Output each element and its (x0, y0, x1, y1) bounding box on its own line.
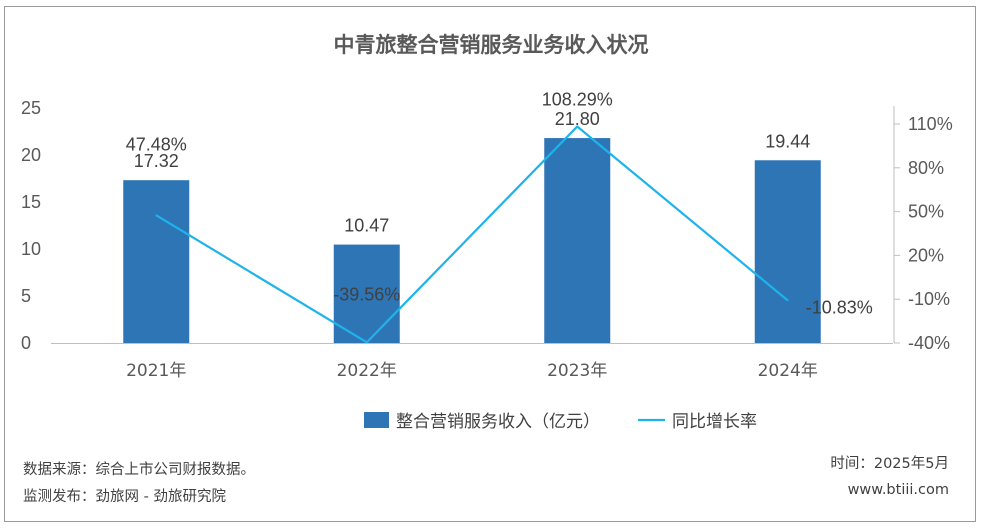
left-axis-tick-label: 10 (21, 239, 41, 259)
legend-bar-swatch (364, 412, 389, 428)
bar-2024年 (754, 160, 821, 343)
left-axis-tick-label: 0 (21, 333, 31, 353)
bar-2023年 (544, 138, 611, 343)
growth-rate-line (155, 125, 789, 344)
growth-rate-value-label: 47.48% (126, 134, 187, 154)
x-axis-tick-label: 2022年 (337, 361, 397, 381)
bar-2022年 (333, 244, 400, 343)
legend: 整合营销服务收入（亿元） 同比增长率 (364, 412, 757, 432)
growth-rate-point (365, 341, 368, 344)
data-labels: 17.32 10.47 21.80 19.44 47.48% -39.56% 108.29%… (126, 89, 873, 317)
bar-value-label: 19.44 (765, 131, 810, 151)
bar-series (123, 138, 821, 343)
website-note: www.btiii.com (848, 482, 949, 498)
left-y-axis: 0 5 10 15 20 25 (21, 98, 41, 353)
x-axis-tick-label: 2024年 (758, 361, 818, 381)
chart-canvas: 中青旅整合营销服务业务收入状况 0 5 10 15 20 25 -40% -10% 20% 50… (21, 33, 953, 505)
x-axis-tick-label: 2021年 (126, 361, 186, 381)
source-note: 数据来源：综合上市公司财报数据。 (23, 461, 255, 478)
bar-value-label: 10.47 (344, 216, 389, 236)
monitor-note: 监测发布：劲旅网 - 劲旅研究院 (23, 488, 226, 505)
chart-frame: 中青旅整合营销服务业务收入状况 0 5 10 15 20 25 -40% -10% 20% 50… (4, 6, 976, 522)
right-axis-tick-label: 20% (908, 245, 944, 265)
x-axis: 2021年 2022年 2023年 2024年 (51, 343, 893, 381)
right-axis-tick-label: 80% (908, 158, 944, 178)
bar-value-label: 21.80 (555, 109, 600, 129)
legend-bar-label: 整合营销服务收入（亿元） (396, 412, 600, 432)
bar-2021年 (123, 180, 190, 343)
left-axis-tick-label: 25 (21, 98, 41, 118)
growth-rate-value-label: 108.29% (542, 89, 613, 109)
growth-rate-value-label: -10.83% (806, 297, 873, 317)
right-axis-tick-label: 110% (908, 114, 953, 134)
line-series (155, 125, 789, 344)
growth-rate-point (576, 125, 579, 128)
x-axis-tick-label: 2023年 (547, 361, 607, 381)
left-axis-tick-label: 5 (21, 286, 31, 306)
time-note: 时间：2025年5月 (830, 455, 949, 472)
right-axis-tick-label: 50% (908, 202, 944, 222)
growth-rate-point (155, 214, 158, 217)
left-axis-tick-label: 20 (21, 145, 41, 165)
chart-title: 中青旅整合营销服务业务收入状况 (334, 33, 649, 57)
right-axis-tick-label: -10% (908, 289, 950, 309)
left-axis-tick-label: 15 (21, 192, 41, 212)
growth-rate-value-label: -39.56% (333, 284, 400, 304)
right-y-axis: -40% -10% 20% 50% 80% 110% (893, 106, 953, 353)
legend-line-label: 同比增长率 (672, 412, 757, 432)
bar-value-label: 17.32 (134, 151, 179, 171)
growth-rate-point (786, 299, 789, 302)
right-axis-tick-label: -40% (908, 333, 950, 353)
